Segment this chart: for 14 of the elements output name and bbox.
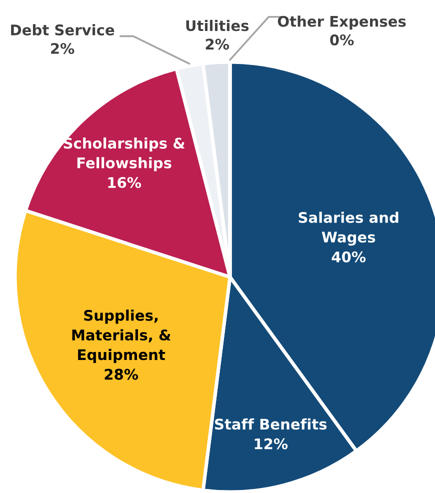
category-label: Other Expenses xyxy=(278,16,406,30)
slice-label: Debt Service xyxy=(11,24,114,36)
data-label: 40% xyxy=(332,251,366,262)
data-label: 2% xyxy=(51,42,74,54)
slice-label: Supplies, Materials, & Equipment xyxy=(72,310,171,364)
data-label: 2% xyxy=(206,38,230,50)
slice-label: Salaries and Wages xyxy=(298,212,398,246)
data-label: 16% xyxy=(108,177,142,188)
data-label: 28% xyxy=(104,368,138,380)
text: 0% xyxy=(330,34,354,46)
slice-label: Scholarships & Fellowships xyxy=(64,137,185,172)
slice-label: Staff Benefits xyxy=(215,418,327,430)
slice-label: Utilities xyxy=(186,20,249,32)
data-label: 12% xyxy=(254,438,288,450)
